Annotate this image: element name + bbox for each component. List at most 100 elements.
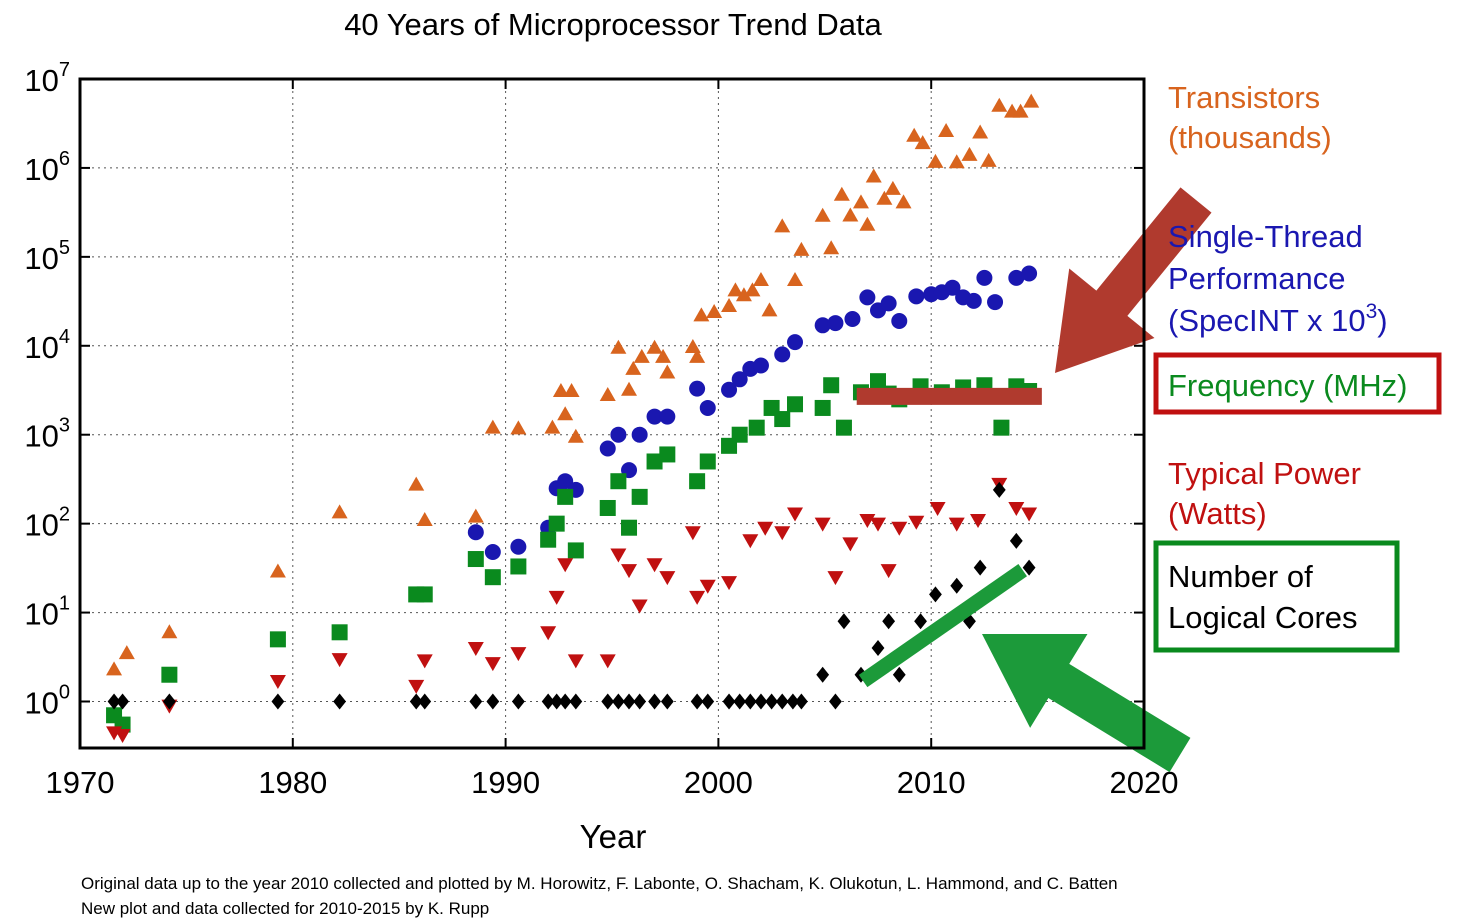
point-typical (948, 517, 965, 532)
point-transistors (895, 194, 912, 209)
point-number (950, 577, 964, 594)
point-typical (646, 558, 663, 573)
legend-frequency-box (1153, 352, 1442, 415)
point-transistors (599, 386, 616, 401)
point-frequency (646, 453, 663, 470)
point-transistors (510, 420, 527, 435)
point-number (882, 613, 896, 630)
legend-cores-box (1153, 540, 1400, 653)
point-transistors (706, 303, 723, 318)
legend-transistors-line2: (thousands) (1168, 120, 1332, 155)
point-frequency (787, 396, 804, 413)
point-typical (880, 564, 897, 579)
point-single-thread (1021, 265, 1038, 282)
point-number (418, 693, 432, 710)
y-tick-label: 106 (24, 148, 70, 187)
credit-line-1: Original data up to the year 2010 collec… (81, 874, 1118, 893)
point-number (271, 693, 285, 710)
y-tick-base: 10 (24, 508, 58, 543)
legend: Transistors (thousands) Single-Thread Perfo… (1153, 80, 1442, 653)
point-single-thread (880, 295, 897, 312)
point-single-thread (774, 346, 791, 363)
point-frequency (599, 499, 616, 516)
point-number (622, 693, 636, 710)
gridlines (80, 78, 1144, 748)
point-number (837, 613, 851, 630)
point-typical (842, 537, 859, 552)
point-number (690, 693, 704, 710)
point-frequency (331, 624, 348, 641)
point-transistors (884, 180, 901, 195)
point-number (871, 639, 885, 656)
point-single-thread (944, 279, 961, 296)
legend-perf-line3: (SpecINT x 103) (1168, 300, 1388, 338)
point-transistors (906, 127, 923, 142)
point-transistors (938, 123, 955, 138)
y-tick-base: 10 (24, 686, 58, 721)
point-typical (467, 641, 484, 656)
credit-line-2: New plot and data collected for 2010-201… (81, 899, 489, 918)
point-transistors (544, 419, 561, 434)
point-single-thread (610, 426, 627, 443)
point-transistors (1023, 93, 1040, 108)
point-transistors (972, 124, 989, 139)
point-transistors (787, 271, 804, 286)
point-number (794, 693, 808, 710)
point-single-thread (721, 381, 738, 398)
point-transistors (655, 348, 672, 363)
point-transistors (106, 661, 123, 676)
point-number (550, 693, 564, 710)
point-typical (859, 513, 876, 528)
point-typical (557, 558, 574, 573)
point-typical (621, 564, 638, 579)
point-number (733, 693, 747, 710)
red-arrow (1055, 187, 1212, 373)
legend-perf-close: ) (1377, 303, 1387, 338)
y-tick-label: 100 (24, 682, 70, 721)
point-frequency (548, 515, 565, 532)
point-transistors (563, 383, 580, 398)
point-typical (774, 526, 791, 541)
y-tick-exponent: 4 (59, 326, 70, 348)
point-single-thread (976, 269, 993, 286)
point-single-thread (814, 317, 831, 334)
point-transistors (859, 216, 876, 231)
point-single-thread (689, 380, 706, 397)
point-single-thread (731, 371, 748, 388)
point-typical (870, 517, 886, 532)
point-single-thread (631, 426, 648, 443)
point-typical (659, 571, 676, 586)
point-transistors (744, 282, 761, 297)
point-number (541, 693, 555, 710)
point-typical (970, 513, 987, 528)
chart-title: 40 Years of Microprocessor Trend Data (344, 7, 882, 42)
point-number (660, 693, 674, 710)
plot-frame (78, 77, 1146, 750)
point-transistors (621, 381, 638, 396)
point-typical (742, 534, 759, 549)
point-frequency (835, 419, 852, 436)
y-tick-exponent: 6 (59, 148, 70, 170)
point-typical (269, 675, 286, 690)
x-tick-label: 1990 (471, 765, 540, 800)
y-tick-base: 10 (24, 330, 58, 365)
point-number (892, 666, 906, 683)
point-single-thread (699, 399, 716, 416)
point-number (486, 693, 500, 710)
point-frequency (621, 519, 638, 536)
point-typical (408, 679, 425, 694)
y-tick-label: 104 (24, 326, 70, 365)
point-transistors (721, 298, 738, 313)
y-tick-exponent: 3 (59, 415, 70, 437)
y-tick-exponent: 2 (59, 504, 70, 526)
point-typical (684, 526, 701, 541)
point-number (558, 693, 572, 710)
point-typical (1021, 507, 1038, 522)
point-transistors (416, 511, 433, 526)
point-transistors (914, 135, 931, 150)
point-single-thread (659, 408, 676, 425)
point-transistors (659, 364, 676, 379)
point-frequency (699, 453, 716, 470)
point-single-thread (965, 292, 982, 309)
point-transistors (625, 360, 642, 375)
